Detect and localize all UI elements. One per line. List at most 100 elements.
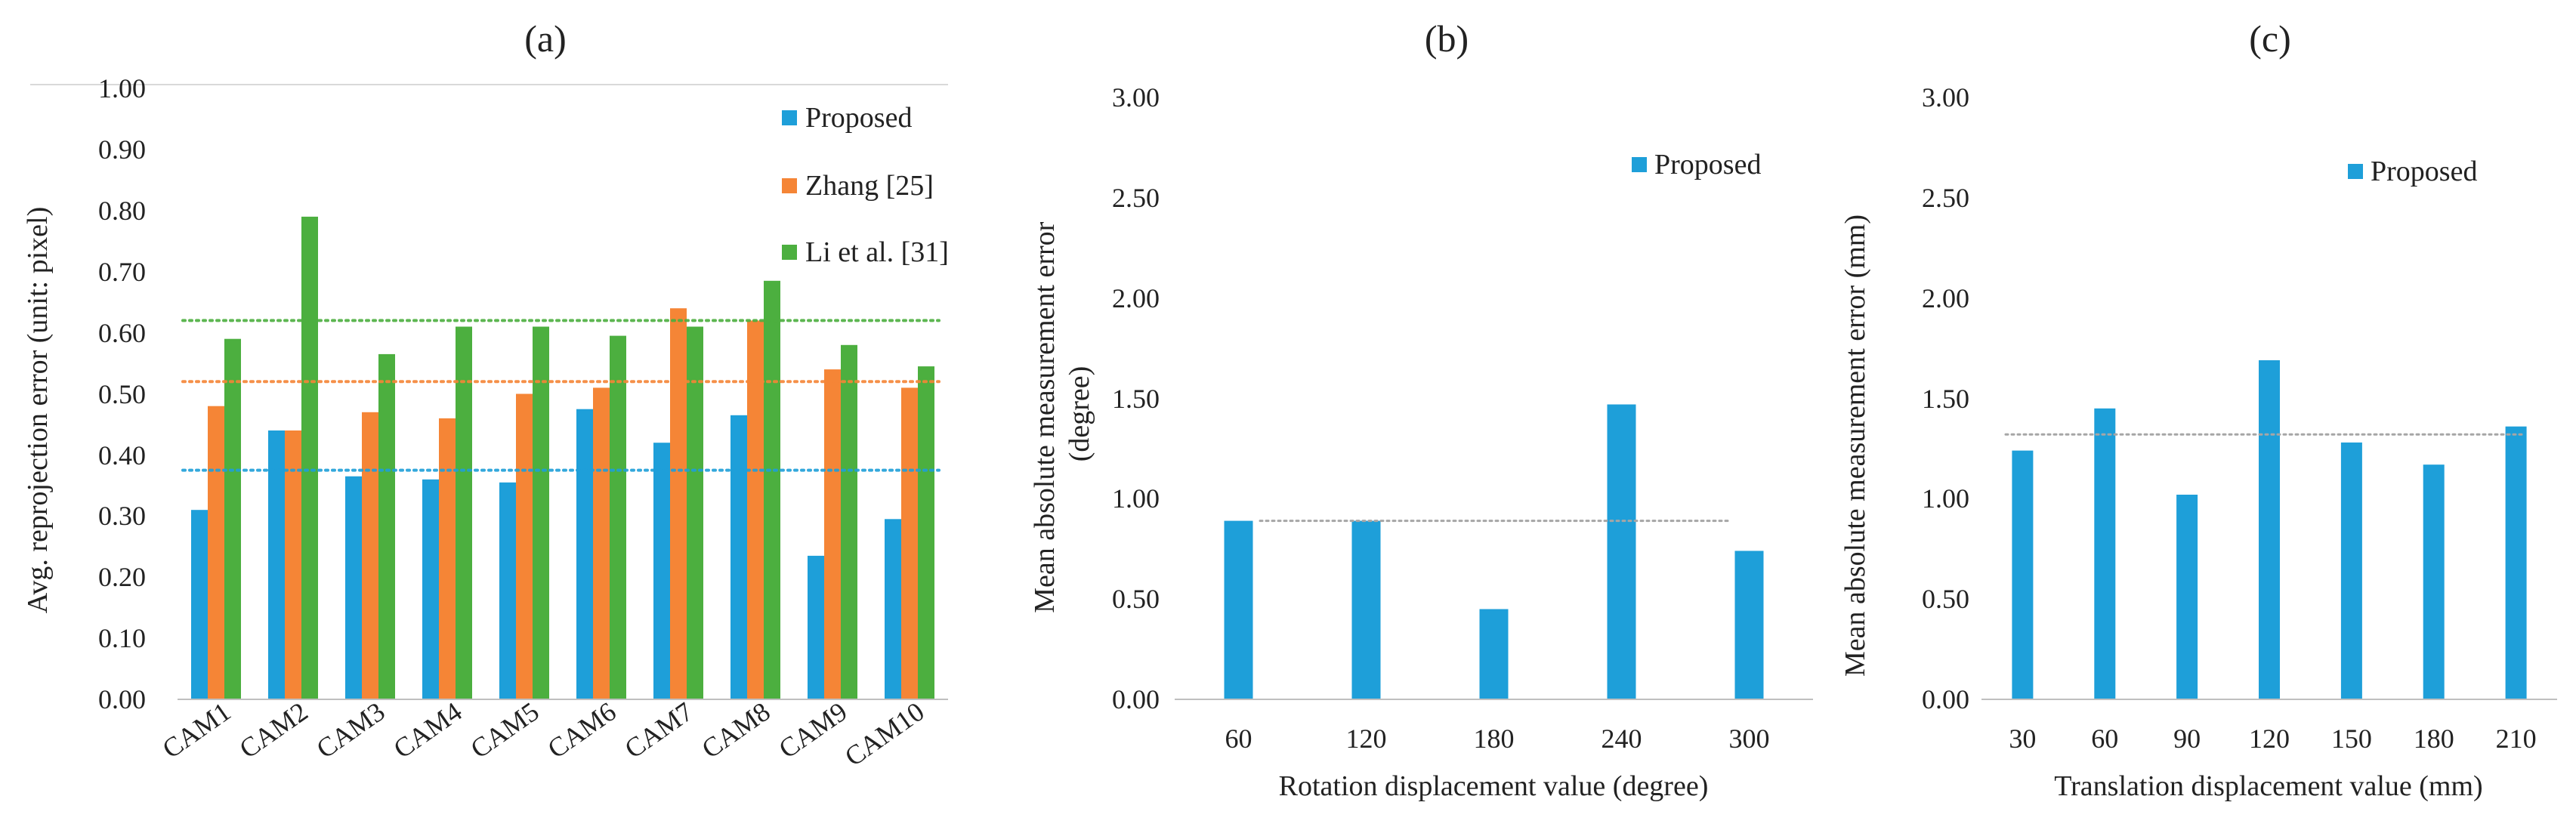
legend-swatch-proposed [782,110,797,125]
legend-label-li: Li et al. [31] [805,236,949,268]
chart-c-legend: Proposed [2348,156,2477,187]
chart-b-x-tick-label: 180 [1474,724,1515,754]
chart-a-bar [533,326,549,699]
legend-swatch-zhang [782,178,797,193]
chart-a-y-ticks: 0.00 0.10 0.20 0.30 0.40 0.50 0.60 0.70 … [98,73,146,714]
chart-c-bar [2094,408,2116,699]
chart-b-y-tick-label: 0.50 [1112,584,1160,614]
chart-a-bar [747,320,764,699]
chart-c-bar [2340,442,2362,699]
chart-c-bar [2176,495,2198,699]
chart-a-bar [285,430,301,699]
chart-c-bar [2505,426,2527,699]
chart-a-x-tick-label: CAM3 [311,696,391,764]
chart-b-y-tick-label: 1.50 [1112,384,1160,414]
chart-b-y-tick-label: 2.00 [1112,283,1160,313]
chart-b-x-ticks: 60 120 180 240 300 [1225,724,1770,754]
chart-a-panel-label: (a) [524,17,567,60]
chart-b-y-tick-label: 1.00 [1112,483,1160,514]
chart-a-bar [516,393,533,699]
chart-b-x-tick-label: 240 [1602,724,1642,754]
chart-a-bar [191,510,208,699]
chart-b-bar [1224,520,1253,699]
chart-a-x-tick-label: CAM2 [234,696,314,764]
chart-a-x-tick-label: CAM9 [774,696,853,764]
chart-c-x-tick-label: 60 [2091,724,2118,754]
legend-swatch-proposed [1632,157,1647,172]
chart-c-y-tick-label: 1.50 [1922,384,1969,414]
legend-label-proposed: Proposed [805,102,912,134]
chart-a-x-tick-label: CAM8 [697,696,776,764]
chart-b-x-tick-label: 120 [1346,724,1387,754]
chart-b-y-axis-title-line2: (degree) [1064,366,1095,462]
chart-a-bar [824,369,841,699]
chart-b-y-axis-title: Mean absolute measurement error (degree) [1029,214,1095,613]
chart-a-bar [362,412,378,699]
chart-c-y-tick-label: 1.00 [1922,483,1969,514]
chart-b-panel-label: (b) [1425,17,1469,60]
chart-a-y-tick-label: 0.20 [98,562,146,592]
chart-a-bar [499,482,516,699]
chart-a-y-tick-label: 0.10 [98,623,146,653]
chart-a-y-tick-label: 1.00 [98,73,146,103]
chart-a-x-tick-label: CAM4 [388,696,468,764]
chart-a-x-tick-label: CAM5 [465,696,545,764]
chart-a-y-tick-label: 0.60 [98,318,146,348]
chart-b-y-tick-label: 3.00 [1112,82,1160,113]
chart-b-y-tick-label: 0.00 [1112,684,1160,714]
chart-c-x-tick-label: 120 [2249,724,2290,754]
chart-a-bar [841,344,857,699]
chart-a-x-ticks: CAM1CAM2CAM3CAM4CAM5CAM6CAM7CAM8CAM9CAM1… [157,696,930,772]
chart-b-bars [1224,404,1764,699]
chart-c-x-axis-title: Translation displacement value (mm) [2054,770,2482,802]
chart-c-bar [2012,450,2034,699]
chart-b-bar [1607,404,1636,699]
chart-a-bar [808,555,824,699]
legend-label-zhang: Zhang [25] [805,170,934,202]
chart-b-y-axis-title-line1: Mean absolute measurement error [1029,221,1061,612]
chart-a-x-tick-label: CAM7 [619,696,699,764]
chart-a-bar [885,519,901,699]
chart-a-bar [653,443,670,699]
chart-c: (c) Mean absolute measurement error (mm)… [1839,17,2557,802]
chart-c-x-ticks: 30 60 90 120 150 180 210 [2009,724,2536,754]
legend-swatch-proposed [2348,164,2363,179]
chart-a-bar [301,216,318,699]
chart-a-mean-lines [181,319,941,472]
chart-a-bars [191,216,934,699]
chart-c-y-tick-label: 2.50 [1922,183,1969,213]
chart-a-y-tick-label: 0.00 [98,684,146,714]
chart-b-bar [1734,551,1764,699]
chart-a-y-tick-label: 0.30 [98,501,146,531]
legend-swatch-li [782,245,797,260]
chart-a-bar [224,338,241,699]
chart-a-y-axis-title: Avg. reprojection error (unit: pixel) [22,207,54,614]
chart-c-y-tick-label: 0.50 [1922,584,1969,614]
chart-c-y-ticks: 0.00 0.50 1.00 1.50 2.00 2.50 3.00 [1922,82,1969,714]
chart-a-x-tick-label: CAM6 [542,696,622,764]
chart-c-y-tick-label: 0.00 [1922,684,1969,714]
chart-c-x-tick-label: 210 [2496,724,2537,754]
chart-a: (a) Avg. reprojection error (unit: pixel… [22,17,949,772]
chart-a-bar [439,418,456,699]
chart-a-x-tick-label: CAM1 [157,696,236,764]
chart-b-y-ticks: 0.00 0.50 1.00 1.50 2.00 2.50 3.00 [1112,82,1160,714]
chart-b-y-tick-label: 2.50 [1112,183,1160,213]
chart-a-bar [378,353,395,699]
chart-a-legend: Proposed Zhang [25] Li et al. [31] [782,102,949,268]
chart-a-bar [456,326,472,699]
chart-b-bar [1479,609,1509,699]
chart-a-bar [593,387,610,699]
chart-a-bar [610,335,626,699]
legend-label-proposed: Proposed [2371,156,2477,187]
chart-a-bar [268,430,285,699]
chart-a-y-tick-label: 0.80 [98,196,146,226]
chart-b-legend: Proposed [1632,149,1761,181]
chart-c-y-axis-title: Mean absolute measurement error (mm) [1839,214,1871,677]
chart-a-bar [345,476,362,699]
chart-a-bar [764,280,780,699]
chart-c-x-tick-label: 150 [2331,724,2372,754]
chart-b: (b) Mean absolute measurement error (deg… [1029,17,1813,802]
chart-b-bar [1351,520,1381,699]
